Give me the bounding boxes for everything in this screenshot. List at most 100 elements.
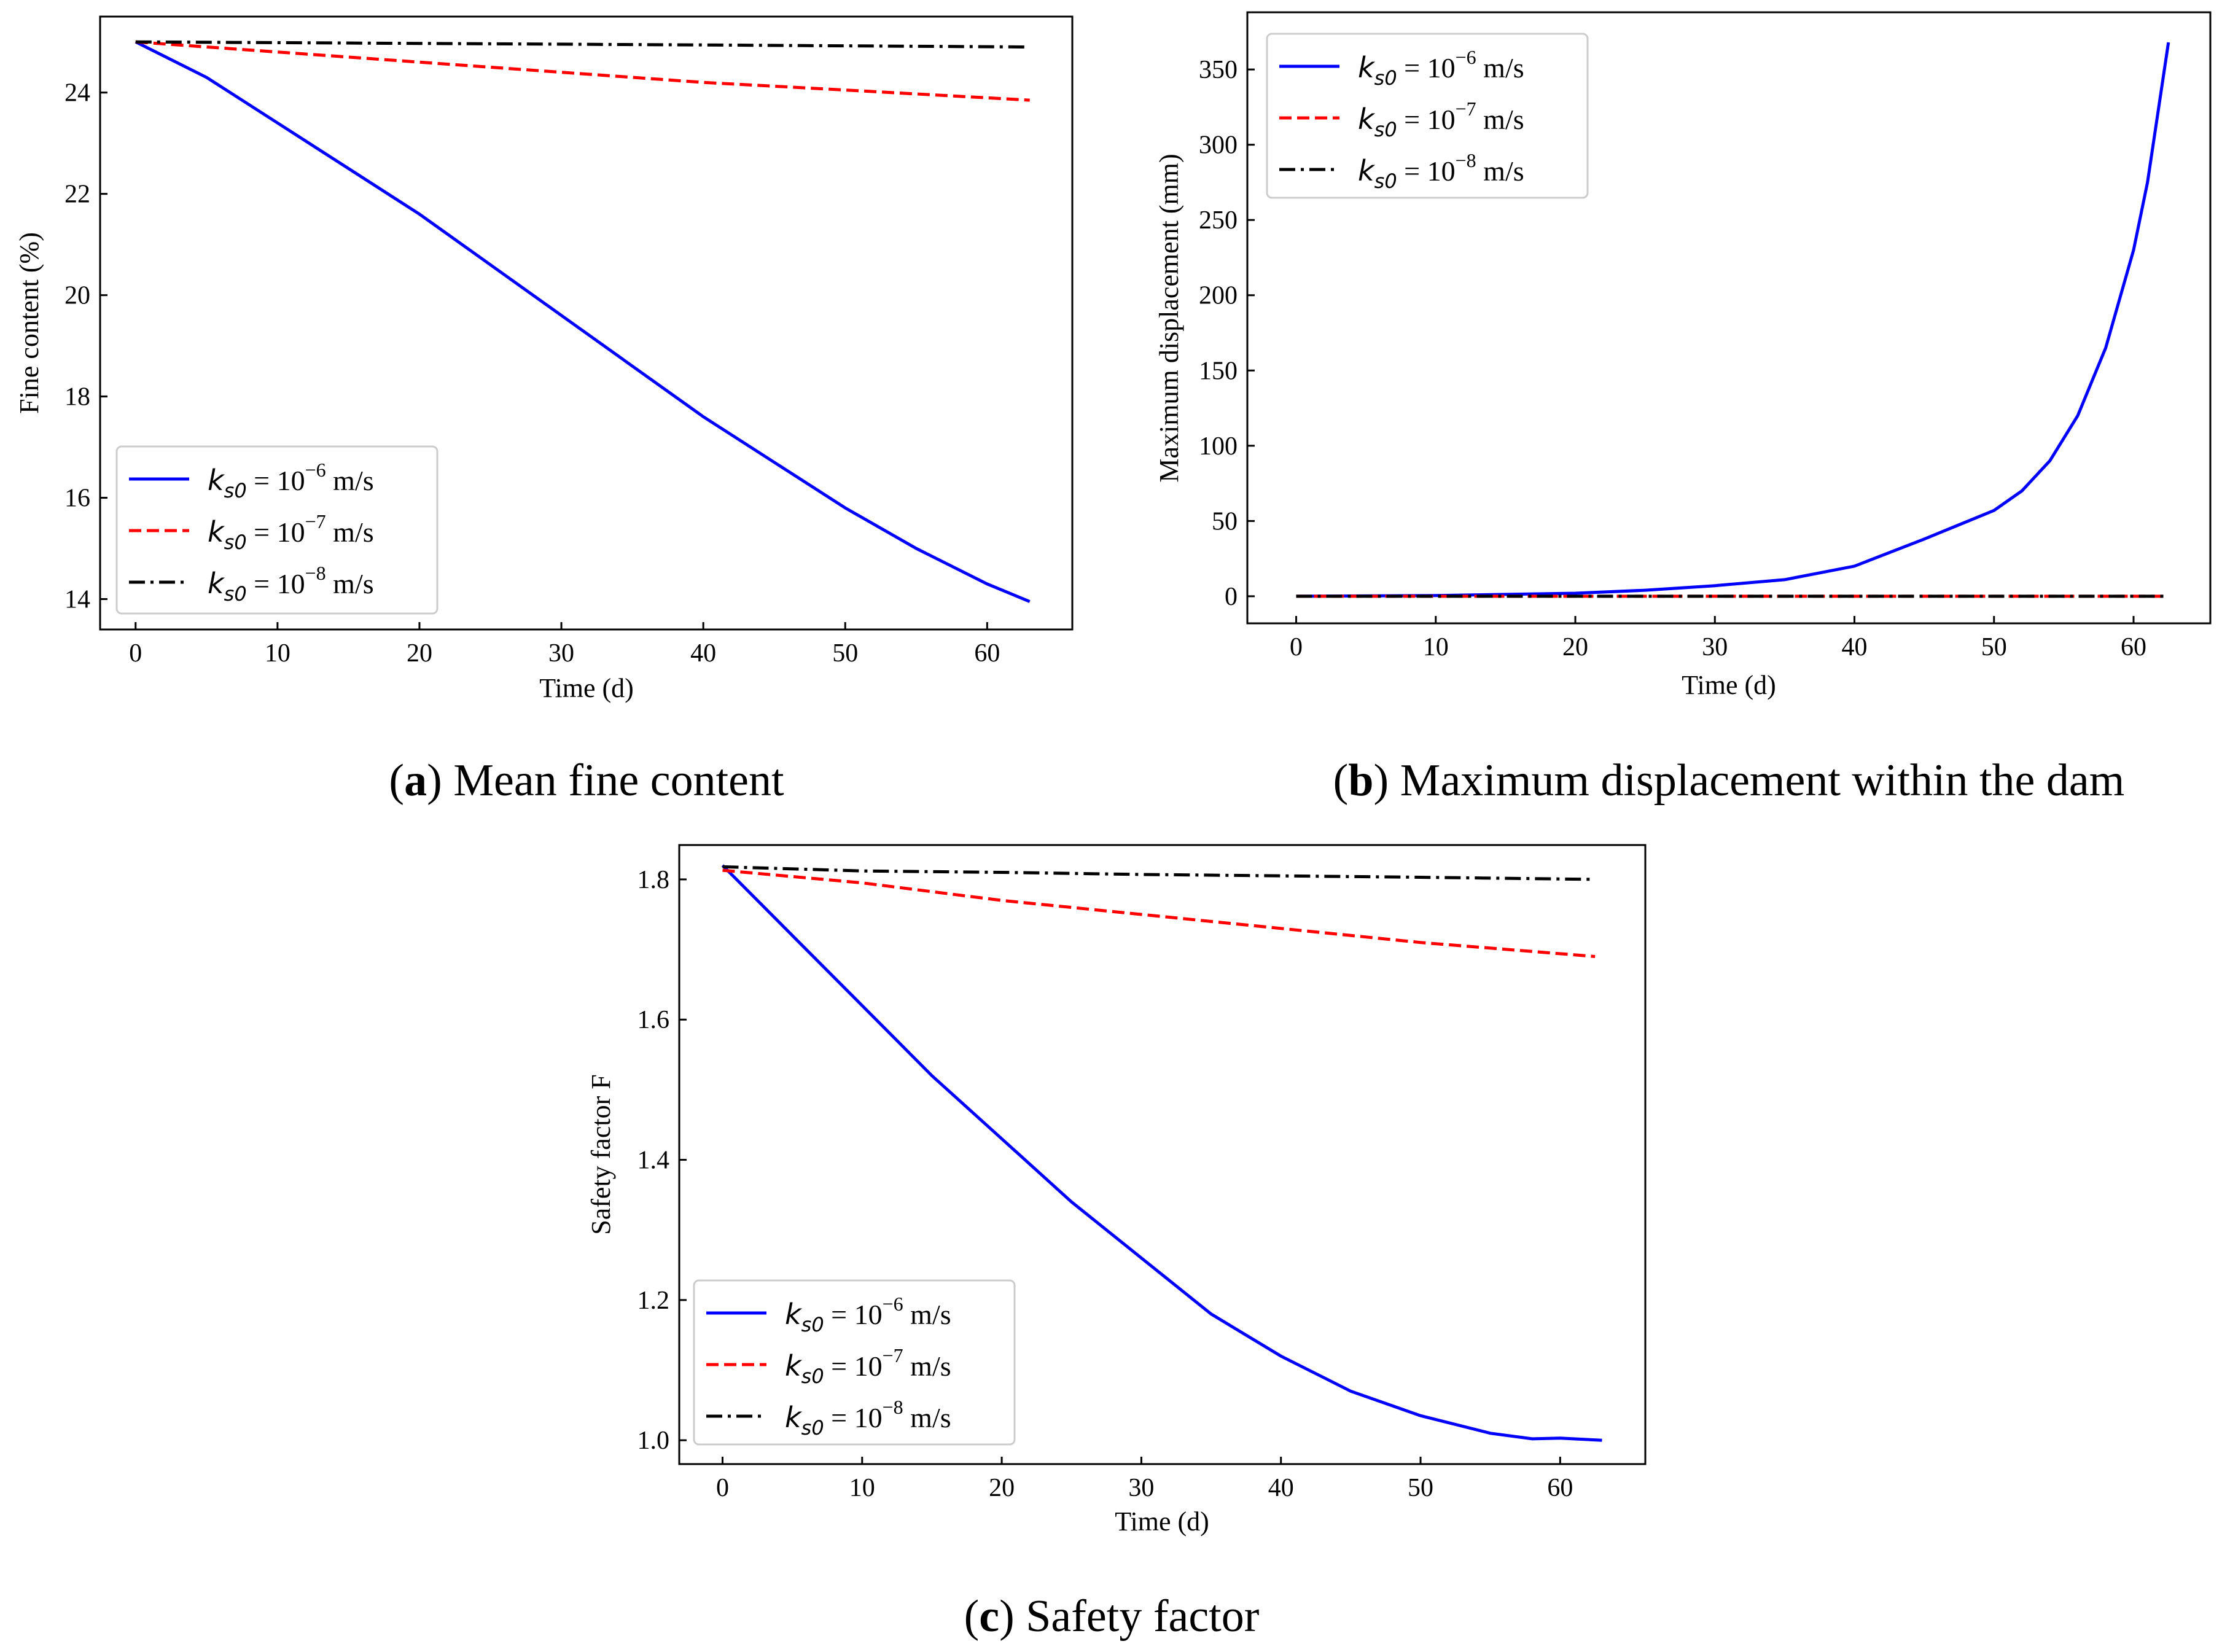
y-tick-label: 350 [1199,56,1238,84]
y-tick-label: 1.4 [637,1147,670,1175]
y-tick-label: 300 [1199,131,1238,160]
y-tick-label: 150 [1199,357,1238,385]
legend-label-ks0-1e-7: ks0 = 10−7 m/s [785,1344,951,1388]
legend-part: s0 [801,1365,824,1388]
legend-label-ks0-1e-6: ks0 = 10−6 m/s [1358,46,1524,90]
x-tick-label: 10 [265,639,290,668]
legend-label-ks0-1e-7: ks0 = 10−7 m/s [1358,98,1524,141]
caption-paren-close: ) [999,1591,1026,1642]
legend-part: k [208,464,225,497]
x-axis-label-b: Time (d) [1682,670,1776,700]
legend-part: s0 [1374,169,1397,193]
series-line-ks0-1e-6-b [1296,42,2170,598]
chart-panel-b: 0 10 20 30 40 50 60 0 50 100 150 200 250 300 350 Time… [1154,11,2212,806]
x-tick-label: 10 [849,1474,875,1502]
legend-part: s0 [224,582,247,606]
x-tick-label: 20 [407,639,432,668]
legend-part: m/s [903,1350,951,1382]
legend-part: = 10 [247,465,305,496]
x-tick-label: 50 [832,639,858,668]
legend-part: −6 [883,1293,903,1315]
x-axis-label-a: Time (d) [539,673,634,703]
legend-frame-b [1266,33,1589,199]
x-tick-label: 0 [129,639,142,668]
caption-a: (a) Mean fine content [389,755,784,806]
x-tick-label: 50 [1408,1474,1433,1502]
legend-part: k [1358,51,1376,84]
caption-text-c: Safety factor [1026,1591,1259,1642]
x-axis-label-c: Time (d) [1115,1506,1209,1537]
legend-part: k [785,1401,803,1434]
legend-part: −8 [305,562,326,584]
y-axis-ticks-b: 0 50 100 150 200 250 300 350 [1199,56,1255,611]
legend-part: −7 [883,1344,903,1366]
series-group-c [721,864,1602,1442]
legend-part: = 10 [824,1299,883,1330]
caption-paren-close: ) [1373,755,1400,806]
caption-c: (c) Safety factor [964,1591,1260,1642]
x-tick-label: 40 [1842,633,1868,661]
legend-part: m/s [326,516,374,548]
caption-paren-close: ) [427,755,453,806]
y-tick-label: 100 [1199,432,1238,461]
legend-part: −8 [883,1396,903,1418]
legend-part: s0 [1374,118,1397,141]
legend-part: −6 [1456,46,1476,68]
legend-part: s0 [224,531,247,554]
y-tick-label: 1.2 [637,1287,670,1315]
caption-letter-a: a [404,755,427,806]
legend-part: k [1358,154,1376,187]
y-tick-label: 50 [1212,507,1238,536]
legend-frame-a [115,445,439,615]
y-tick-label: 16 [64,485,90,513]
y-tick-label: 1.0 [637,1427,670,1455]
y-tick-label: 18 [64,383,90,411]
caption-paren-open: ( [964,1591,980,1642]
x-tick-label: 40 [690,639,716,668]
caption-paren-open: ( [389,755,404,806]
legend-part: s0 [224,479,247,502]
y-tick-label: 22 [64,181,90,209]
y-axis-label-c: Safety factor F [586,1074,616,1234]
x-tick-label: 50 [1981,633,2007,661]
legend-part: k [208,567,225,600]
x-tick-label: 20 [989,1474,1015,1502]
series-line-ks0-1e-7-c [722,868,1596,958]
series-line-ks0-1e-6-a [134,40,1031,603]
legend-part: k [208,515,225,548]
x-tick-label: 10 [1423,633,1449,661]
legend-label-ks0-1e-7: ks0 = 10−7 m/s [208,510,374,554]
y-tick-label: 1.8 [637,866,670,894]
legend-part: = 10 [1397,52,1456,84]
series-group-b [1296,42,2170,598]
x-tick-label: 60 [2121,633,2146,661]
x-axis-ticks-c: 0 10 20 30 40 50 60 [716,1457,1573,1502]
legend-part: m/s [326,568,374,599]
x-tick-label: 30 [1702,633,1728,661]
legend-part: −7 [305,510,326,532]
series-line-ks0-1e-8-c [722,865,1596,881]
x-tick-label: 0 [1290,633,1303,661]
legend-part: k [785,1298,803,1331]
legend-label-ks0-1e-6: ks0 = 10−6 m/s [208,459,374,502]
legend-part: = 10 [247,568,305,599]
legend-part: m/s [1476,155,1524,187]
y-axis-label-b: Maximum displacement (mm) [1154,154,1184,482]
x-tick-label: 30 [548,639,574,668]
legend-part: k [785,1349,803,1382]
plot-area-c [678,844,1647,1465]
caption-text-b: Maximum displacement within the dam [1400,755,2125,806]
legend-part: m/s [903,1402,951,1433]
legend-label-ks0-1e-6: ks0 = 10−6 m/s [785,1293,951,1336]
legend-part: m/s [903,1299,951,1330]
caption-b: (b) Maximum displacement within the dam [1333,755,2125,806]
legend-part: s0 [801,1313,824,1336]
legend-part: −8 [1456,149,1476,171]
legend-part: k [1358,103,1376,136]
y-tick-label: 1.6 [637,1006,670,1034]
plot-area-b [1246,11,2212,625]
